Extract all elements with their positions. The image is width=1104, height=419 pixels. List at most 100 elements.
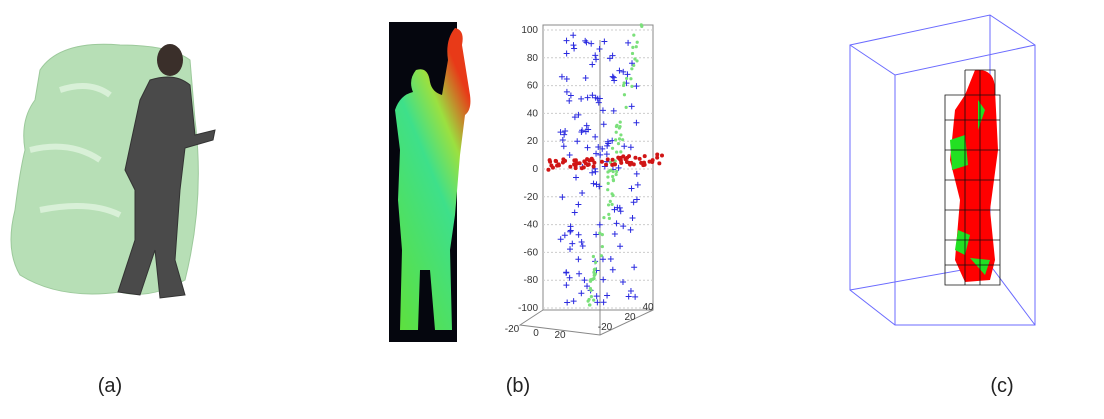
blue-cross bbox=[621, 143, 628, 150]
blue-cross bbox=[561, 232, 568, 239]
y-tick-label: 80 bbox=[527, 53, 539, 64]
green-dot bbox=[591, 254, 595, 259]
green-dot bbox=[625, 76, 629, 81]
blue-cross bbox=[571, 45, 578, 52]
blue-cross bbox=[599, 107, 606, 114]
blue-cross bbox=[566, 274, 573, 281]
blue-cross bbox=[606, 55, 613, 62]
blue-cross bbox=[624, 71, 631, 78]
green-dot bbox=[615, 169, 619, 174]
green-dot bbox=[629, 77, 633, 81]
blue-cross bbox=[563, 88, 570, 95]
blue-cross bbox=[560, 143, 567, 150]
blue-cross bbox=[619, 278, 626, 285]
red-dot bbox=[573, 158, 578, 163]
depth-silhouette bbox=[395, 28, 471, 330]
blue-cross bbox=[600, 121, 607, 128]
blue-cross bbox=[573, 174, 580, 181]
green-dot bbox=[602, 215, 606, 220]
blue-cross bbox=[558, 73, 565, 80]
x-tick-label: -20 bbox=[505, 324, 520, 335]
blue-cross bbox=[620, 68, 627, 75]
green-dot bbox=[619, 150, 623, 154]
blue-cross bbox=[566, 151, 573, 158]
blue-cross bbox=[633, 83, 640, 90]
x-tick-label: 0 bbox=[533, 328, 539, 339]
red-dot bbox=[553, 158, 558, 163]
y-tick-label: -40 bbox=[524, 220, 539, 231]
blue-cross bbox=[630, 199, 637, 206]
blue-cross bbox=[596, 46, 603, 53]
blue-cross bbox=[627, 144, 634, 151]
green-dot bbox=[611, 179, 616, 183]
blue-cross bbox=[613, 220, 620, 227]
green-dot bbox=[624, 105, 628, 109]
blue-cross bbox=[570, 298, 577, 305]
blue-cross bbox=[567, 223, 574, 230]
red-dot bbox=[637, 156, 642, 161]
blue-cross bbox=[566, 97, 573, 104]
blue-cross bbox=[625, 39, 632, 46]
blue-cross bbox=[584, 94, 591, 101]
blue-cross bbox=[627, 287, 634, 294]
point-cloud bbox=[546, 23, 664, 307]
green-dot bbox=[611, 174, 615, 179]
y-tick-label: -80 bbox=[524, 275, 539, 286]
red-dot bbox=[591, 164, 596, 169]
blue-cross bbox=[557, 129, 564, 136]
red-dot bbox=[550, 165, 555, 170]
blue-cross bbox=[583, 122, 590, 129]
blue-cross bbox=[611, 231, 618, 238]
blue-cross bbox=[632, 293, 639, 300]
blue-cross bbox=[578, 290, 585, 297]
green-dot bbox=[635, 40, 639, 44]
blue-cross bbox=[609, 73, 616, 80]
red-dot bbox=[642, 154, 647, 159]
blue-cross bbox=[609, 266, 616, 273]
green-dot bbox=[586, 299, 590, 303]
blue-cross bbox=[609, 52, 616, 59]
red-dot bbox=[642, 162, 647, 167]
green-dot bbox=[615, 150, 619, 154]
green-dot bbox=[610, 192, 614, 196]
red-dot bbox=[592, 160, 597, 165]
blue-cross bbox=[563, 282, 570, 289]
blue-cross bbox=[570, 42, 577, 49]
green-dot bbox=[622, 81, 626, 85]
green-dot bbox=[618, 120, 622, 124]
red-dot bbox=[563, 158, 568, 163]
red-dot bbox=[610, 157, 615, 162]
blue-cross bbox=[631, 264, 638, 271]
blue-cross bbox=[589, 169, 596, 176]
red-dot bbox=[547, 158, 552, 163]
blue-cross bbox=[599, 145, 606, 152]
green-dot bbox=[610, 202, 614, 207]
blue-cross bbox=[569, 240, 576, 247]
blue-cross bbox=[563, 50, 570, 57]
red-dot bbox=[618, 155, 623, 160]
blue-cross bbox=[620, 223, 627, 230]
y-tick-label: -100 bbox=[518, 303, 538, 314]
blue-cross bbox=[575, 256, 582, 263]
green-dot bbox=[610, 146, 615, 150]
green-dot bbox=[639, 23, 643, 27]
blue-cross bbox=[629, 215, 636, 222]
blue-cross bbox=[562, 128, 569, 135]
blue-cross bbox=[617, 243, 624, 250]
y-tick-label: 0 bbox=[532, 164, 538, 175]
green-dot bbox=[592, 276, 596, 281]
blue-cross bbox=[564, 299, 571, 306]
blue-cross bbox=[604, 138, 611, 145]
blue-cross bbox=[589, 61, 596, 68]
red-dot bbox=[655, 155, 660, 160]
blue-cross bbox=[563, 269, 570, 276]
z-tick-label: 20 bbox=[624, 312, 636, 323]
blue-cross bbox=[592, 52, 599, 59]
green-dot bbox=[618, 124, 622, 129]
blue-cross bbox=[567, 228, 574, 235]
green-dot bbox=[632, 63, 636, 68]
y-tick-label: 60 bbox=[527, 81, 539, 92]
caption: (a) bbox=[98, 375, 122, 397]
green-dot bbox=[614, 172, 618, 177]
blue-cross bbox=[595, 99, 602, 106]
